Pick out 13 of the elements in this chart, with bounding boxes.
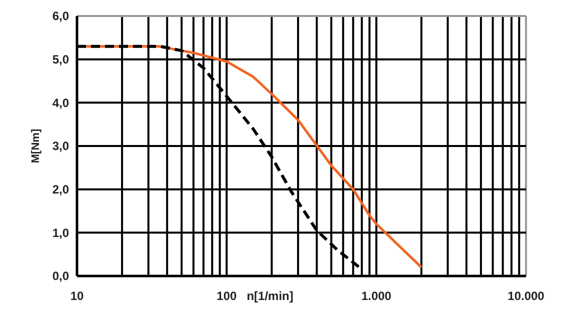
x-tick-label: 100 bbox=[216, 289, 237, 303]
y-tick-label: 5,0 bbox=[52, 52, 70, 67]
x-tick-label: 10.000 bbox=[508, 289, 545, 303]
y-tick-label: 6,0 bbox=[52, 9, 70, 24]
x-tick-label: 1.000 bbox=[361, 289, 392, 303]
y-axis-title: M[Nm] bbox=[30, 128, 42, 164]
x-axis-title: n[1/min] bbox=[246, 289, 294, 303]
y-tick-label: 2,0 bbox=[52, 182, 70, 197]
x-tick-label: 10 bbox=[70, 289, 84, 303]
y-tick-label: 4,0 bbox=[52, 96, 70, 110]
y-tick-label: 3,0 bbox=[52, 139, 70, 154]
y-tick-label: 1,0 bbox=[52, 226, 70, 240]
y-tick-label: 0,0 bbox=[52, 269, 70, 284]
